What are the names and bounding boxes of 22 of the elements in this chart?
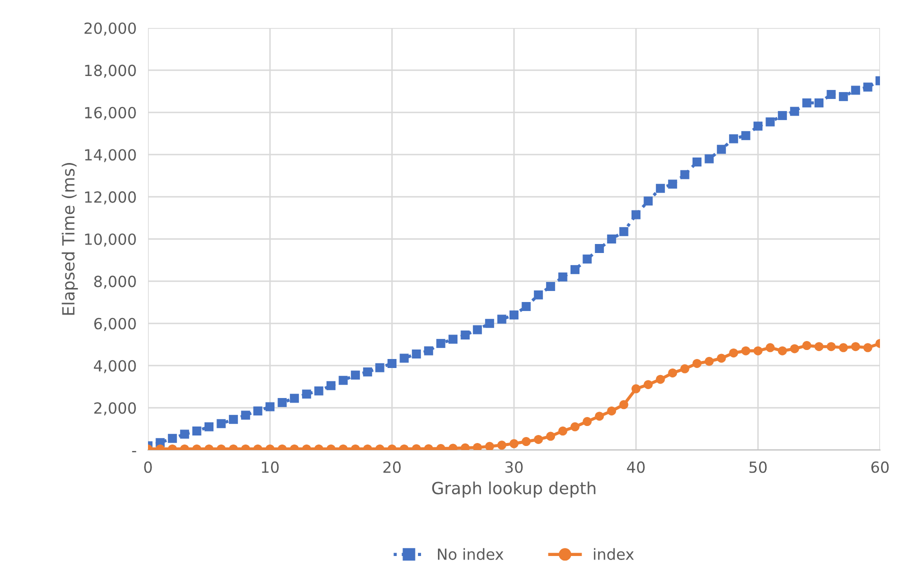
x-axis-title: Graph lookup depth [432,481,596,498]
y-tick-label: 8,000 [94,276,136,289]
x-tick-label: 20 [383,461,401,473]
y-tick-label: 20,000 [84,22,136,36]
y-tick-label: 6,000 [94,318,136,331]
y-axis-title: Elapsed Time (ms) [62,163,78,315]
y-tick-label: 18,000 [85,64,136,78]
x-tick-label: 50 [749,461,767,473]
y-tick-label: - [132,451,136,452]
y-tick-label: 2,000 [94,402,136,416]
y-tick-label: 12,000 [85,191,136,204]
y-tick-label: 16,000 [85,106,136,120]
x-tick-label: 60 [871,461,889,473]
x-tick-label: 40 [627,461,645,473]
y-tick-label: 10,000 [85,233,136,247]
legend-label: No index [438,548,504,560]
x-tick-label: 30 [505,461,523,473]
y-tick-label: 4,000 [94,360,136,374]
y-tick-label: 14,000 [85,149,136,162]
x-tick-label: 0 [144,461,152,473]
legend-label: index [594,548,634,560]
x-tick-label: 10 [262,461,279,473]
